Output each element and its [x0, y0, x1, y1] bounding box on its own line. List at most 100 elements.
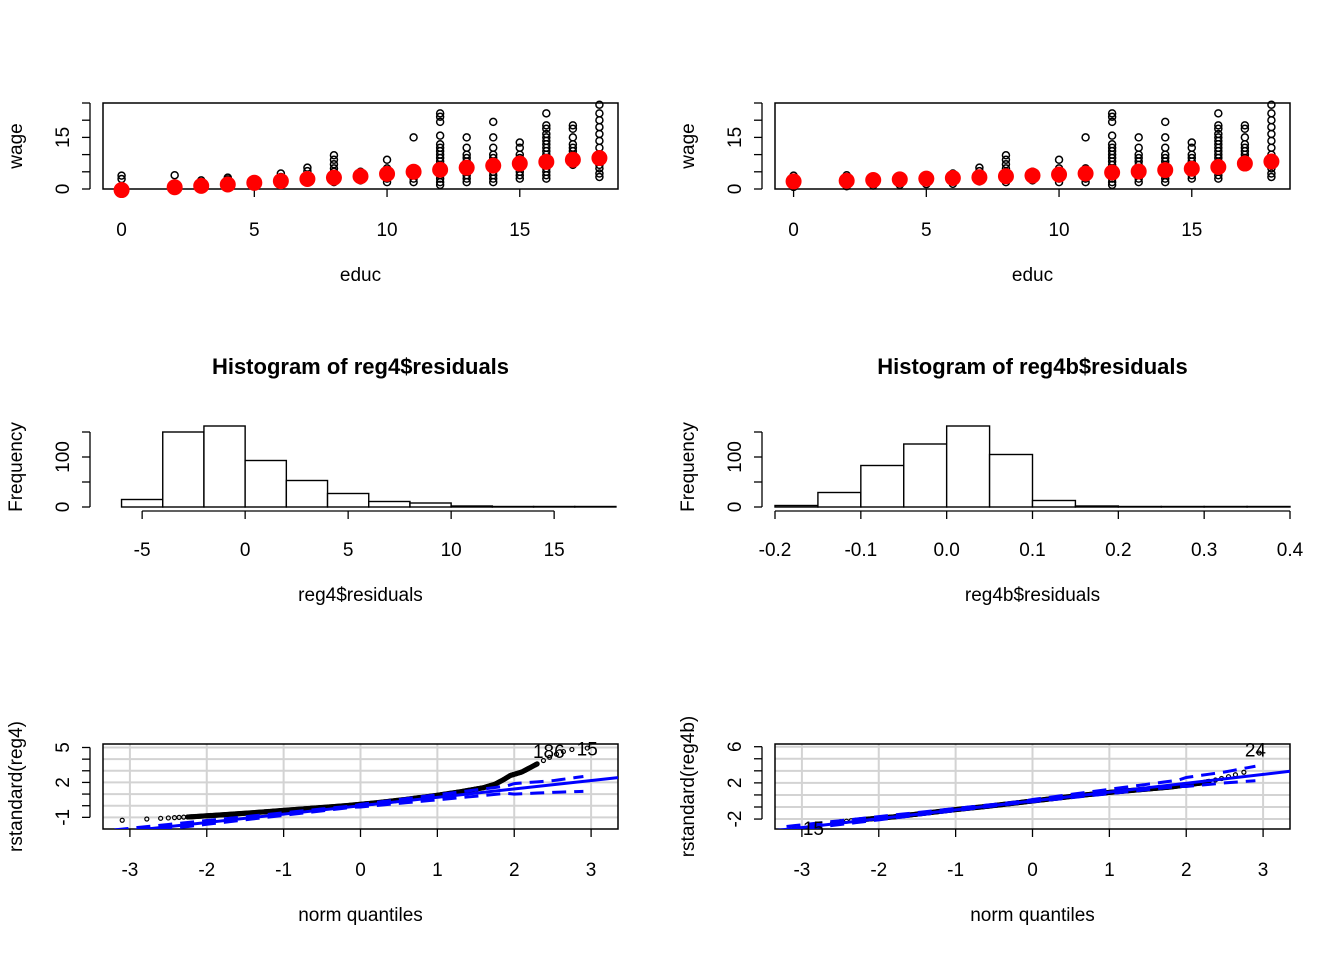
data-point-open	[1267, 169, 1276, 178]
point-label: 15	[577, 740, 598, 761]
data-point-open	[1134, 143, 1143, 152]
confidence-band	[114, 775, 584, 829]
plot-frame	[774, 743, 1291, 830]
x-tick-label: 0.4	[1277, 540, 1304, 561]
data-point-open	[435, 180, 445, 190]
plot-frame	[774, 102, 1291, 190]
fitted-point	[918, 170, 935, 187]
data-point-open	[1267, 172, 1276, 182]
chart-panel-6: norm quantiles rstandard(reg4b) -3 -2 -1 0 1 2 3…	[678, 716, 1291, 926]
x-tick-label: 3	[1258, 860, 1269, 881]
data-point-open	[382, 155, 392, 165]
y-tick-label: 6	[725, 741, 746, 752]
chart-panel-3: Histogram of reg4$residuals reg4$residual…	[6, 354, 617, 606]
qq-point	[144, 816, 150, 822]
fitted-point	[246, 174, 263, 191]
qq-point	[176, 814, 182, 820]
x-tick-label: -0.1	[844, 540, 877, 561]
data-point-open	[1240, 124, 1250, 134]
fitted-point	[352, 168, 369, 185]
data-point-open	[1214, 109, 1223, 118]
data-point-open	[1107, 143, 1117, 152]
histogram-bar	[532, 505, 576, 508]
data-point-open	[1214, 124, 1223, 134]
qq-point	[119, 817, 125, 823]
data-point-open	[170, 170, 179, 180]
fitted-point	[591, 150, 608, 167]
x-tick-label: 10	[1048, 220, 1069, 241]
confidence-band	[786, 764, 1256, 828]
data-point-open	[435, 112, 445, 122]
y-axis-label: rstandard(reg4b)	[678, 716, 699, 858]
histogram-bar	[450, 505, 494, 508]
data-point-open	[568, 124, 578, 134]
fitted-point	[1210, 158, 1227, 175]
data-point-open	[542, 129, 551, 139]
x-tick-label: 3	[586, 860, 597, 881]
chart-panel-4: Histogram of reg4b$residuals reg4b$residu…	[678, 354, 1304, 606]
confidence-band	[153, 789, 584, 829]
data-point-open	[595, 169, 604, 178]
histogram-bar	[1117, 505, 1162, 508]
qq-point	[584, 745, 590, 751]
histogram-bar	[1246, 505, 1291, 508]
fitted-point	[405, 163, 422, 180]
chart-panel-2: educ wage 0 5 10 15 0 15	[678, 100, 1291, 286]
fitted-point	[865, 172, 882, 189]
data-point-open	[542, 133, 551, 142]
data-point-open	[1187, 143, 1197, 152]
fitted-point	[193, 177, 210, 194]
x-tick-label: 10	[376, 220, 397, 241]
y-axis-label: Frequency	[678, 422, 699, 512]
x-axis-label: reg4b$residuals	[965, 585, 1100, 606]
fitted-point	[971, 169, 988, 186]
data-point-open	[1267, 122, 1276, 132]
y-axis-label: Frequency	[6, 422, 27, 512]
data-point-open	[409, 133, 418, 142]
data-point-open	[1267, 115, 1276, 125]
data-point-open	[515, 138, 525, 147]
histogram-bar	[203, 425, 246, 508]
fitted-point	[564, 151, 581, 168]
data-point-open	[1214, 133, 1223, 142]
data-point-open	[435, 109, 445, 118]
x-tick-label: -3	[121, 860, 138, 881]
fitted-point	[511, 155, 528, 172]
histogram-bar	[574, 505, 617, 508]
histogram-bar	[903, 443, 948, 508]
data-point-open	[595, 172, 604, 182]
fitted-point	[1104, 164, 1121, 181]
y-tick-label: 100	[725, 441, 746, 473]
x-tick-label: -5	[134, 540, 151, 561]
data-point-open	[515, 143, 525, 152]
x-axis-label: norm quantiles	[970, 905, 1095, 926]
qq-point	[171, 815, 178, 821]
histogram-bar	[1031, 499, 1077, 508]
qq-point	[165, 815, 171, 821]
fitted-point	[1263, 153, 1280, 170]
fitted-point	[997, 168, 1014, 185]
x-tick-label: 5	[921, 220, 932, 241]
histogram-bar	[817, 491, 862, 508]
fitted-point	[785, 173, 802, 190]
qq-point	[553, 751, 560, 757]
qq-point	[546, 754, 553, 760]
data-point-open	[1107, 112, 1117, 122]
x-tick-label: 15	[544, 540, 565, 561]
fitted-point	[1077, 165, 1094, 182]
x-axis-label: norm quantiles	[298, 905, 423, 926]
data-point-open	[488, 143, 498, 152]
x-tick-label: 0.2	[1105, 540, 1131, 561]
data-point-open	[1267, 136, 1276, 146]
histogram-bar	[162, 431, 205, 508]
chart-title: Histogram of reg4$residuals	[212, 354, 509, 379]
y-tick-label: 2	[725, 778, 746, 789]
data-point-open	[595, 122, 604, 132]
x-tick-label: -1	[947, 860, 964, 881]
fitted-point	[1130, 163, 1147, 180]
fitted-point	[458, 159, 475, 176]
chart-title: Histogram of reg4b$residuals	[877, 354, 1188, 379]
data-point-open	[1107, 131, 1117, 140]
y-tick-label: 15	[53, 127, 74, 148]
x-tick-label: 1	[432, 860, 443, 881]
